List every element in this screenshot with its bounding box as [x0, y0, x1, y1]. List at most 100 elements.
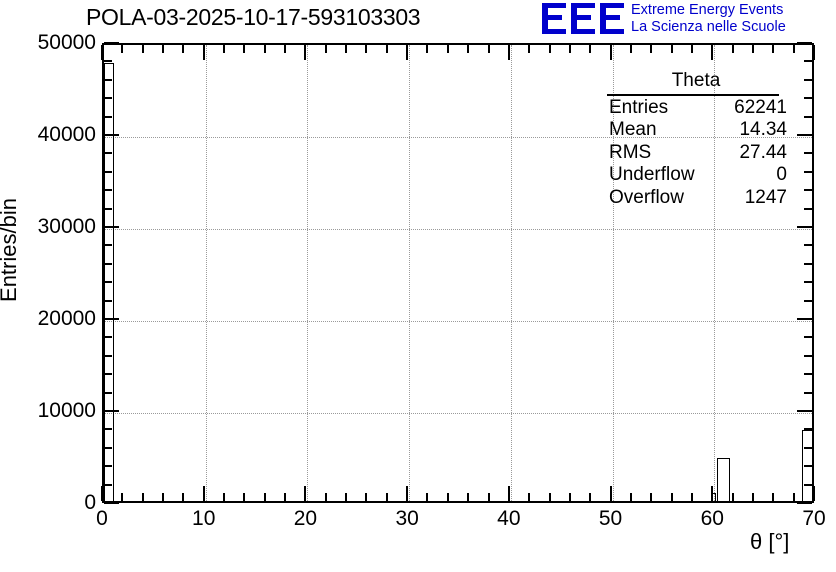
stat-row: Entries 62241	[605, 97, 787, 120]
gridline-vertical	[612, 45, 614, 501]
y-tick-minor-right	[804, 483, 812, 486]
x-tick-minor-top	[324, 45, 327, 53]
y-tick-minor-right	[804, 336, 812, 339]
stat-row-key: Overflow	[609, 186, 684, 208]
y-tick-minor	[104, 262, 112, 265]
x-tick-minor	[162, 493, 165, 501]
stat-row: Underflow 0	[605, 164, 787, 187]
x-tick-minor	[141, 493, 144, 501]
y-tick-minor-right	[804, 189, 812, 192]
x-tick-minor	[528, 493, 531, 501]
x-tick-major-top	[813, 45, 815, 60]
x-tick-minor	[772, 493, 775, 501]
x-tick-minor-top	[284, 45, 287, 53]
x-tick-minor-top	[772, 45, 775, 53]
y-tick-minor	[104, 281, 112, 284]
eee-logo: Extreme Energy Events La Scienza nelle S…	[541, 2, 831, 38]
x-tick-minor-top	[426, 45, 429, 53]
y-tick-minor	[104, 152, 112, 155]
stat-box-rows: Entries 62241 Mean 14.34 RMS 27.44 Underflow 0 O…	[605, 97, 787, 210]
x-tick-minor-top	[385, 45, 388, 53]
x-tick-label: 10	[192, 507, 216, 530]
y-tick-major-right	[797, 318, 812, 320]
x-tick-major-top	[202, 45, 205, 60]
x-tick-major	[202, 486, 205, 501]
x-tick-major-top	[507, 45, 510, 60]
y-tick-major-right	[797, 42, 812, 44]
x-tick-major	[406, 486, 409, 501]
stat-row-value: 1247	[744, 186, 787, 208]
y-tick-minor-right	[804, 281, 812, 284]
x-tick-minor-top	[548, 45, 551, 53]
y-tick-minor	[104, 446, 112, 449]
y-tick-minor	[104, 244, 112, 247]
y-tick-minor	[104, 189, 112, 192]
y-tick-minor-right	[804, 391, 812, 394]
y-tick-minor	[104, 60, 112, 63]
histogram-bar	[717, 458, 730, 501]
plot-area	[104, 45, 812, 501]
stat-box-title: Theta	[671, 70, 721, 91]
x-tick-minor-top	[467, 45, 470, 53]
x-tick-label: 0	[96, 507, 108, 530]
y-tick-minor-right	[804, 115, 812, 118]
y-tick-minor	[104, 78, 112, 81]
x-tick-major-top	[101, 45, 103, 60]
y-tick-major-right	[797, 226, 812, 228]
x-tick-minor	[650, 493, 653, 501]
stat-row-key: Mean	[609, 119, 657, 140]
stat-row-key: Entries	[609, 96, 669, 118]
y-tick-minor	[104, 336, 112, 339]
x-tick-minor	[284, 493, 287, 501]
x-tick-label: 50	[598, 507, 623, 530]
y-tick-minor-right	[804, 446, 812, 449]
x-tick-minor-top	[690, 45, 693, 53]
y-tick-minor-right	[804, 262, 812, 265]
x-tick-minor	[751, 493, 754, 501]
y-tick-minor	[104, 483, 112, 486]
y-tick-minor-right	[804, 244, 812, 247]
histogram-bar	[801, 430, 812, 501]
x-tick-major-top	[406, 45, 409, 60]
stat-row-value: 62241	[734, 96, 787, 118]
y-tick-major	[104, 42, 119, 44]
x-tick-major-top	[304, 45, 307, 60]
y-tick-minor-right	[804, 354, 812, 357]
y-tick-label: 0	[84, 491, 96, 514]
x-tick-minor	[121, 493, 124, 501]
y-tick-minor	[104, 354, 112, 357]
x-tick-minor-top	[589, 45, 592, 53]
stat-row-key: Underflow	[609, 164, 695, 185]
y-tick-minor-right	[804, 60, 812, 63]
y-tick-minor-right	[804, 207, 812, 210]
x-tick-major	[711, 486, 714, 501]
x-tick-minor-top	[365, 45, 368, 53]
eee-logo-mark	[542, 3, 624, 34]
y-tick-label: 10000	[37, 399, 96, 422]
x-tick-minor-top	[243, 45, 246, 53]
x-tick-minor	[670, 493, 673, 501]
x-tick-minor	[223, 493, 226, 501]
y-tick-major	[104, 318, 119, 320]
x-tick-minor-top	[345, 45, 348, 53]
gridline-horizontal	[104, 413, 812, 414]
x-tick-label: 40	[497, 507, 521, 530]
stat-row-value: 0	[776, 164, 787, 185]
y-tick-major	[104, 226, 119, 228]
y-tick-minor	[104, 170, 112, 173]
x-tick-minor	[548, 493, 551, 501]
x-tick-minor-top	[487, 45, 490, 53]
x-tick-minor-top	[528, 45, 531, 53]
x-tick-minor-top	[141, 45, 144, 53]
x-tick-minor	[467, 493, 470, 501]
x-tick-minor-top	[568, 45, 571, 53]
x-tick-minor-top	[182, 45, 185, 53]
x-tick-major	[304, 486, 307, 501]
x-tick-minor	[568, 493, 571, 501]
x-tick-minor	[385, 493, 388, 501]
stat-row-value: 14.34	[739, 119, 787, 140]
y-tick-minor-right	[804, 299, 812, 302]
stat-row: Overflow 1247	[605, 187, 787, 210]
y-tick-minor-right	[804, 152, 812, 155]
